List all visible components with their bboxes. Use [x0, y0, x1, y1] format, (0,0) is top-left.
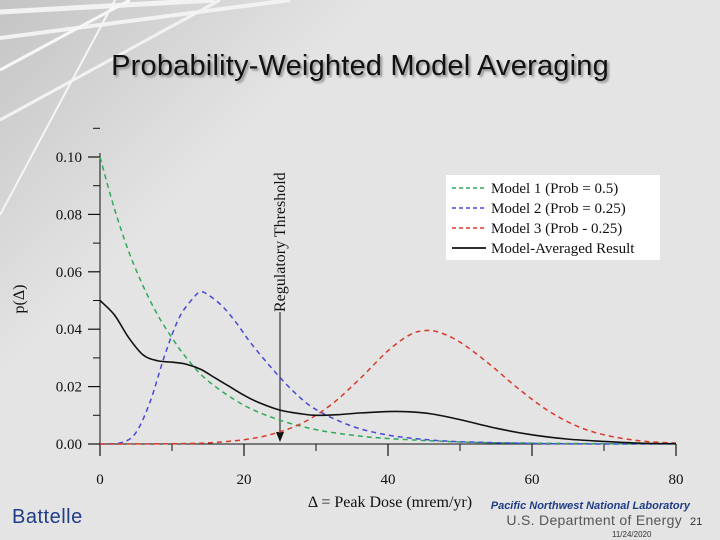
regulatory-threshold: Regulatory Threshold [272, 172, 289, 442]
x-tick-label: 60 [525, 472, 540, 488]
series-line [99, 299, 677, 445]
lab-name: Pacific Northwest National Laboratory [490, 500, 690, 512]
x-tick-label: 40 [381, 472, 396, 488]
legend-label: Model-Averaged Result [491, 241, 635, 257]
chart-series [99, 156, 677, 445]
series-line [99, 329, 677, 445]
department-name: U.S. Department of Energy [506, 512, 682, 528]
threshold-label: Regulatory Threshold [272, 172, 289, 312]
y-tick-label: 0.08 [56, 207, 82, 223]
x-tick-label: 80 [669, 472, 684, 488]
x-axis-title: Δ = Peak Dose (mrem/yr) [308, 494, 472, 511]
slide-date: 11/24/2020 [612, 530, 652, 539]
y-tick-label: 0.06 [56, 265, 83, 281]
series-line [99, 291, 677, 445]
y-axis-title: p(Δ) [11, 285, 28, 314]
x-tick-label: 20 [237, 472, 252, 488]
battelle-logo: Battelle [12, 506, 83, 528]
y-tick-label: 0.10 [56, 150, 82, 166]
threshold-arrowhead [276, 432, 284, 442]
y-tick-label: 0.04 [56, 322, 83, 338]
y-tick-label: 0.00 [56, 437, 82, 453]
x-tick-label: 0 [96, 472, 104, 488]
legend-label: Model 1 (Prob = 0.5) [491, 181, 618, 197]
page-title: Probability-Weighted Model Averaging [111, 50, 609, 82]
chart-legend: Model 1 (Prob = 0.5) Model 2 (Prob = 0.25… [446, 175, 660, 260]
y-tick-label: 0.02 [56, 380, 82, 396]
legend-box [446, 175, 660, 260]
legend-label: Model 3 (Prob - 0.25) [491, 221, 622, 237]
page-number: 21 [690, 516, 703, 528]
legend-label: Model 2 (Prob = 0.25) [491, 201, 626, 217]
